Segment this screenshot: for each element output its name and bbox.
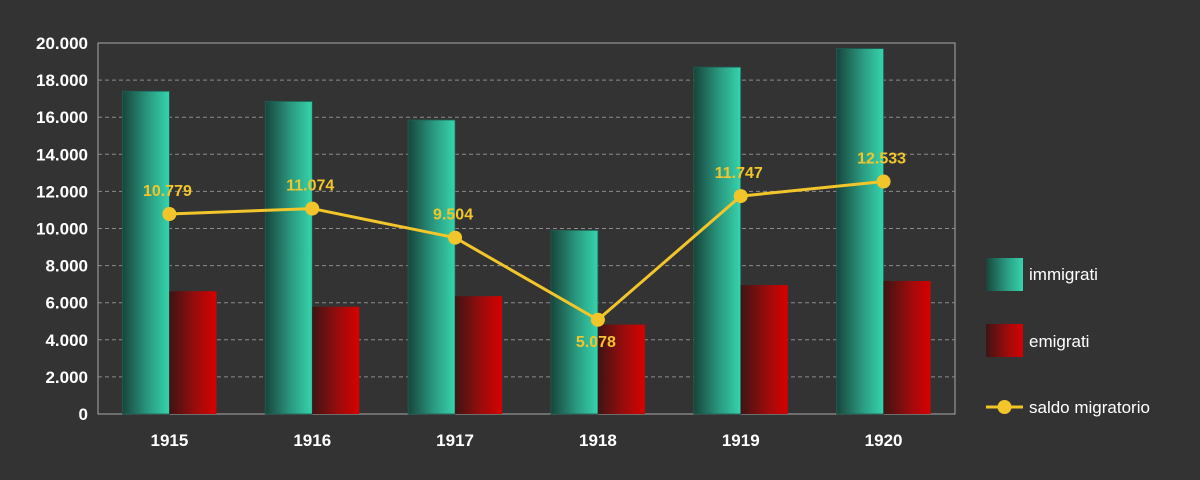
saldo-data-label: 5.078	[576, 334, 616, 351]
bar-emigrati	[883, 280, 931, 414]
bar-immigrati	[693, 66, 742, 415]
y-tick-label: 2.000	[45, 368, 88, 387]
legend: immigrati emigrati saldo migratorio	[986, 258, 1150, 417]
saldo-data-label: 10.779	[143, 183, 192, 200]
saldo-line-path	[169, 180, 884, 322]
legend-label-emigrati: emigrati	[1029, 332, 1089, 351]
y-tick-label: 12.000	[36, 182, 88, 201]
x-tick-label: 1920	[865, 431, 903, 450]
x-tick-label: 1917	[436, 431, 474, 450]
bar-immigrati	[550, 229, 599, 415]
legend-swatch-immigrati	[986, 258, 1023, 291]
bar-immigrati	[122, 90, 170, 415]
legend-marker-saldo	[997, 400, 1012, 414]
bar-immigrati	[836, 48, 884, 415]
y-tick-label: 4.000	[45, 331, 88, 350]
bar-emigrati	[169, 291, 217, 414]
bar-emigrati	[455, 296, 503, 414]
saldo-data-label: 11.074	[286, 178, 334, 195]
y-tick-label: 16.000	[36, 108, 88, 127]
bar-emigrati	[597, 324, 645, 414]
saldo-point	[733, 189, 748, 204]
saldo-data-label: 9.504	[433, 207, 473, 224]
y-tick-label: 18.000	[36, 71, 88, 90]
saldo-data-label: 11.747	[715, 165, 763, 182]
x-axis: 1915 1916 1917 1918 1919 1920	[151, 431, 903, 450]
y-tick-label: 8.000	[45, 257, 88, 276]
saldo-point	[162, 207, 177, 222]
y-tick-label: 20.000	[36, 34, 88, 53]
x-tick-label: 1915	[151, 431, 189, 450]
saldo-line: 10.779 11.074 9.504 5.078 11.747 12.533	[143, 151, 906, 351]
y-tick-label: 6.000	[45, 294, 88, 313]
bars	[122, 48, 931, 415]
saldo-point	[876, 174, 891, 189]
saldo-point	[448, 230, 463, 245]
bar-immigrati	[264, 101, 313, 415]
legend-label-immigrati: immigrati	[1029, 265, 1098, 284]
legend-label-saldo: saldo migratorio	[1029, 398, 1150, 417]
saldo-point	[305, 201, 320, 216]
bar-emigrati	[740, 285, 788, 414]
saldo-data-label: 12.533	[857, 151, 906, 168]
saldo-point	[590, 312, 605, 327]
bar-immigrati	[407, 119, 456, 415]
x-tick-label: 1919	[722, 431, 760, 450]
y-tick-label: 14.000	[36, 145, 88, 164]
x-tick-label: 1918	[579, 431, 617, 450]
grid-lines	[98, 79, 955, 378]
y-tick-label: 10.000	[36, 220, 88, 239]
bar-emigrati	[312, 306, 360, 414]
y-tick-label: 0	[79, 405, 88, 424]
x-tick-label: 1916	[293, 431, 331, 450]
y-axis: 0 2.000 4.000 6.000 8.000 10.000 12.000 14.000 1…	[36, 34, 88, 424]
legend-swatch-emigrati	[986, 324, 1023, 357]
